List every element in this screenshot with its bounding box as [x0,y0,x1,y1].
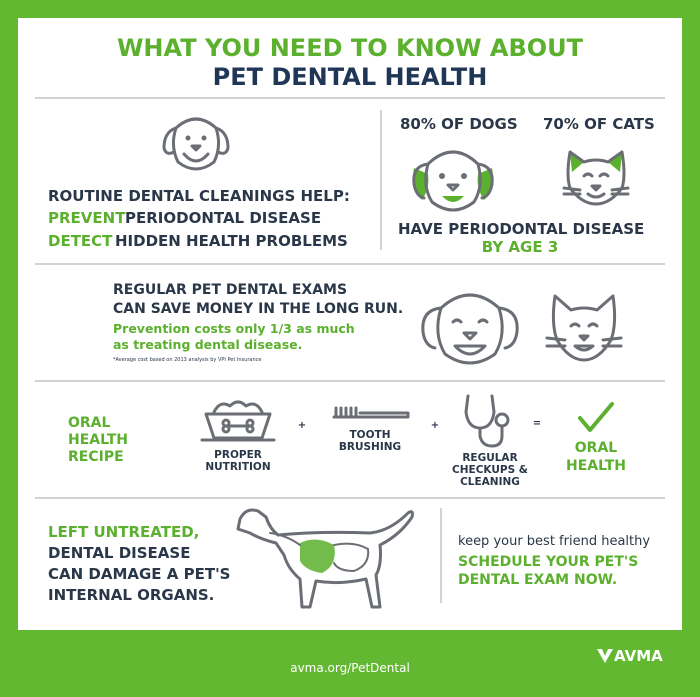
divider [35,263,665,265]
dog-stat: 80% OF DOGS [400,115,518,133]
recipe-step: NUTRITION [205,461,271,473]
title-line: PET DENTAL HEALTH [212,63,488,91]
title-line: WHAT YOU NEED TO KNOW ABOUT [116,34,584,62]
divider [35,380,665,382]
exams-note: as treating dental disease. [113,337,303,352]
exams-line: CAN SAVE MONEY IN THE LONG RUN. [113,301,404,317]
cleanings-item: HIDDEN HEALTH PROBLEMS [115,232,348,250]
dog-icon [412,150,494,212]
recipe-operator: = [532,418,542,429]
untreated-line: LEFT UNTREATED, [48,523,200,541]
recipe-operator: + [297,420,307,431]
recipe-step: BRUSHING [338,441,402,453]
cat-icon [562,150,630,206]
cleanings-verb: DETECT [48,232,113,250]
cta-line: SCHEDULE YOUR PET'S [458,554,639,570]
checkmark-icon [578,402,614,432]
recipe-step: CLEANING [460,476,520,488]
recipe-step: CHECKUPS & [452,464,528,476]
cleanings-verb: PREVENT [48,209,126,227]
exams-line: REGULAR PET DENTAL EXAMS [113,282,348,298]
divider [35,97,665,99]
dog-anatomy-icon [236,508,414,609]
stats-age: BY AGE 3 [481,238,559,256]
recipe-step: REGULAR [462,452,518,464]
stethoscope-icon [464,394,510,448]
stats-caption: HAVE PERIODONTAL DISEASE [398,220,645,238]
toothbrush-icon [332,406,410,419]
exams-footnote: *Average cost based on 2013 analysis by … [113,357,262,363]
recipe-title: HEALTH [68,432,128,448]
divider [380,110,382,250]
untreated-line: INTERNAL ORGANS. [48,586,215,604]
cta-line: DENTAL EXAM NOW. [458,572,618,588]
cleanings-heading: ROUTINE DENTAL CLEANINGS HELP: [48,187,350,205]
footer-url[interactable]: avma.org/PetDental [290,661,410,675]
bowl-icon [200,400,276,442]
exams-note: Prevention costs only 1/3 as much [113,321,355,336]
footer-logo: AVMA [614,647,663,665]
cat-stat: 70% OF CATS [543,115,655,133]
untreated-line: CAN DAMAGE A PET'S [48,565,231,583]
cat-icon [545,294,623,362]
recipe-step: PROPER [214,449,262,461]
dog-icon [421,293,519,365]
recipe-operator: + [430,420,440,431]
cleanings-item: PERIODONTAL DISEASE [125,209,322,227]
divider [440,508,442,603]
dog-icon [162,117,230,171]
recipe-step: TOOTH [349,429,391,441]
logo-mark [597,649,613,663]
divider [35,497,665,499]
recipe-result: ORAL [574,440,618,456]
untreated-line: DENTAL DISEASE [48,544,191,562]
recipe-title: RECIPE [68,449,124,465]
recipe-title: ORAL [68,415,111,431]
recipe-result: HEALTH [566,458,626,474]
cta-line: keep your best friend healthy [458,534,651,549]
